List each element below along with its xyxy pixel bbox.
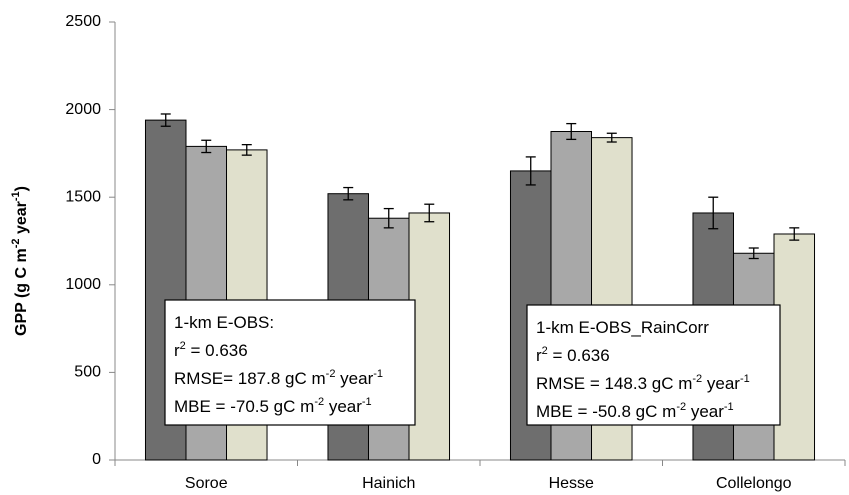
- x-tick-label: Hesse: [549, 475, 594, 492]
- y-tick-label: 1000: [65, 276, 101, 293]
- error-bar: [789, 227, 800, 241]
- superscript: -1: [740, 373, 750, 385]
- text-part: ): [13, 186, 30, 191]
- error-bar: [383, 207, 394, 229]
- text-part: = 0.636: [186, 341, 248, 360]
- superscript: -2: [314, 396, 324, 408]
- y-tick-label: 500: [74, 364, 101, 381]
- error-bar: [343, 186, 354, 201]
- error-bar: [748, 247, 759, 260]
- y-tick-label: 2000: [65, 101, 101, 118]
- error-bar: [160, 113, 171, 127]
- text-part: year: [686, 402, 724, 421]
- superscript: -2: [326, 368, 336, 380]
- text-part: GPP (g C m: [13, 248, 30, 336]
- error-bar: [566, 122, 577, 141]
- text-part: RMSE = 148.3 gC m: [536, 374, 692, 393]
- superscript: -1: [362, 396, 372, 408]
- error-bar: [201, 139, 212, 154]
- text-part: r: [174, 341, 180, 360]
- text-part: year: [702, 374, 740, 393]
- annotation-line: MBE = -70.5 gC m-2 year-1: [174, 396, 372, 417]
- bar: [408, 212, 451, 461]
- error-bar: [708, 196, 719, 230]
- text-part: MBE = -50.8 gC m: [536, 402, 676, 421]
- annotation-line: RMSE= 187.8 gC m-2 year-1: [174, 368, 383, 389]
- annotation-frame: [526, 304, 781, 426]
- annotation-line: r2 = 0.636: [536, 345, 610, 366]
- x-tick-label: Hainich: [362, 475, 415, 492]
- annotation-line: 1-km E-OBS_RainCorr: [536, 318, 709, 337]
- y-axis-label: GPP (g C m-2 year-1): [10, 186, 30, 336]
- text-part: 1-km E-OBS_RainCorr: [536, 318, 709, 337]
- superscript: -2: [692, 373, 702, 385]
- text-part: MBE = -70.5 gC m: [174, 397, 314, 416]
- annotation-box: 1-km E-OBS: r2 = 0.636 RMSE= 187.8 gC m-2 …: [164, 299, 416, 426]
- superscript: 2: [542, 345, 548, 357]
- annotation-line: r2 = 0.636: [174, 340, 248, 361]
- text-part: = 0.636: [548, 346, 610, 365]
- superscript: -1: [10, 191, 22, 201]
- superscript: -1: [373, 368, 383, 380]
- y-tick-label: 0: [92, 451, 101, 468]
- x-tick-label: Soroe: [185, 475, 228, 492]
- superscript: -2: [10, 238, 22, 248]
- y-tick-label: 2500: [65, 13, 101, 30]
- text-part: year: [335, 369, 373, 388]
- annotation-frame: [164, 299, 416, 426]
- bar: [773, 233, 816, 461]
- error-bar: [241, 143, 252, 156]
- y-tick-label: 1500: [65, 188, 101, 205]
- x-tick-label: Collelongo: [716, 475, 792, 492]
- annotation-line: RMSE = 148.3 gC m-2 year-1: [536, 373, 750, 394]
- text-part: r: [536, 346, 542, 365]
- superscript: -2: [676, 401, 686, 413]
- text-part: RMSE= 187.8 gC m: [174, 369, 326, 388]
- text-part: 1-km E-OBS:: [174, 313, 274, 332]
- error-bar: [424, 203, 435, 223]
- text-part: year: [13, 201, 30, 238]
- error-bar: [525, 156, 536, 186]
- annotation-line: MBE = -50.8 gC m-2 year-1: [536, 401, 734, 422]
- annotation-line: 1-km E-OBS:: [174, 313, 274, 332]
- text-part: year: [324, 397, 362, 416]
- superscript: 2: [180, 340, 186, 352]
- error-bar: [606, 132, 617, 143]
- superscript: -1: [724, 401, 734, 413]
